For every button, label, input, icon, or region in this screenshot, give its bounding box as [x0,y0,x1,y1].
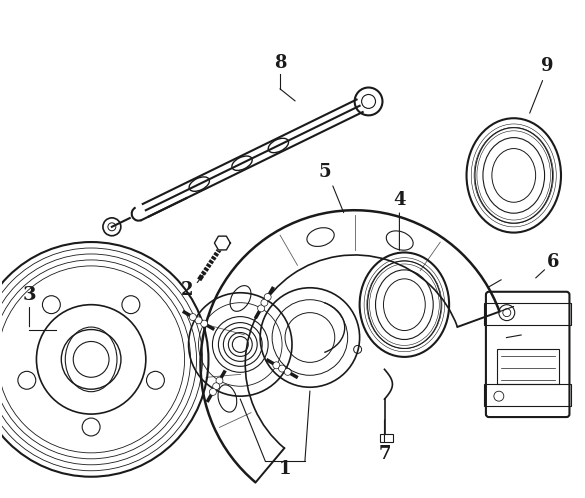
Circle shape [257,305,264,312]
Text: 2: 2 [180,281,193,299]
Text: 3: 3 [23,286,36,304]
Circle shape [201,320,208,327]
Circle shape [190,314,197,321]
Bar [484,303,572,325]
Circle shape [209,388,216,395]
Circle shape [216,377,223,384]
Text: 1: 1 [279,460,291,478]
Text: 7: 7 [378,445,391,463]
Circle shape [261,299,268,306]
Bar [497,350,559,384]
Text: 8: 8 [274,54,286,72]
Circle shape [278,365,285,372]
Bar [484,384,572,406]
Bar [380,434,394,442]
Circle shape [284,369,291,375]
Circle shape [195,317,202,324]
Text: 4: 4 [393,191,405,209]
Circle shape [213,383,219,390]
Text: 6: 6 [548,253,560,271]
Circle shape [264,293,271,300]
Circle shape [273,362,280,369]
Polygon shape [215,236,230,250]
Text: 5: 5 [318,163,331,181]
Text: 9: 9 [541,57,554,75]
